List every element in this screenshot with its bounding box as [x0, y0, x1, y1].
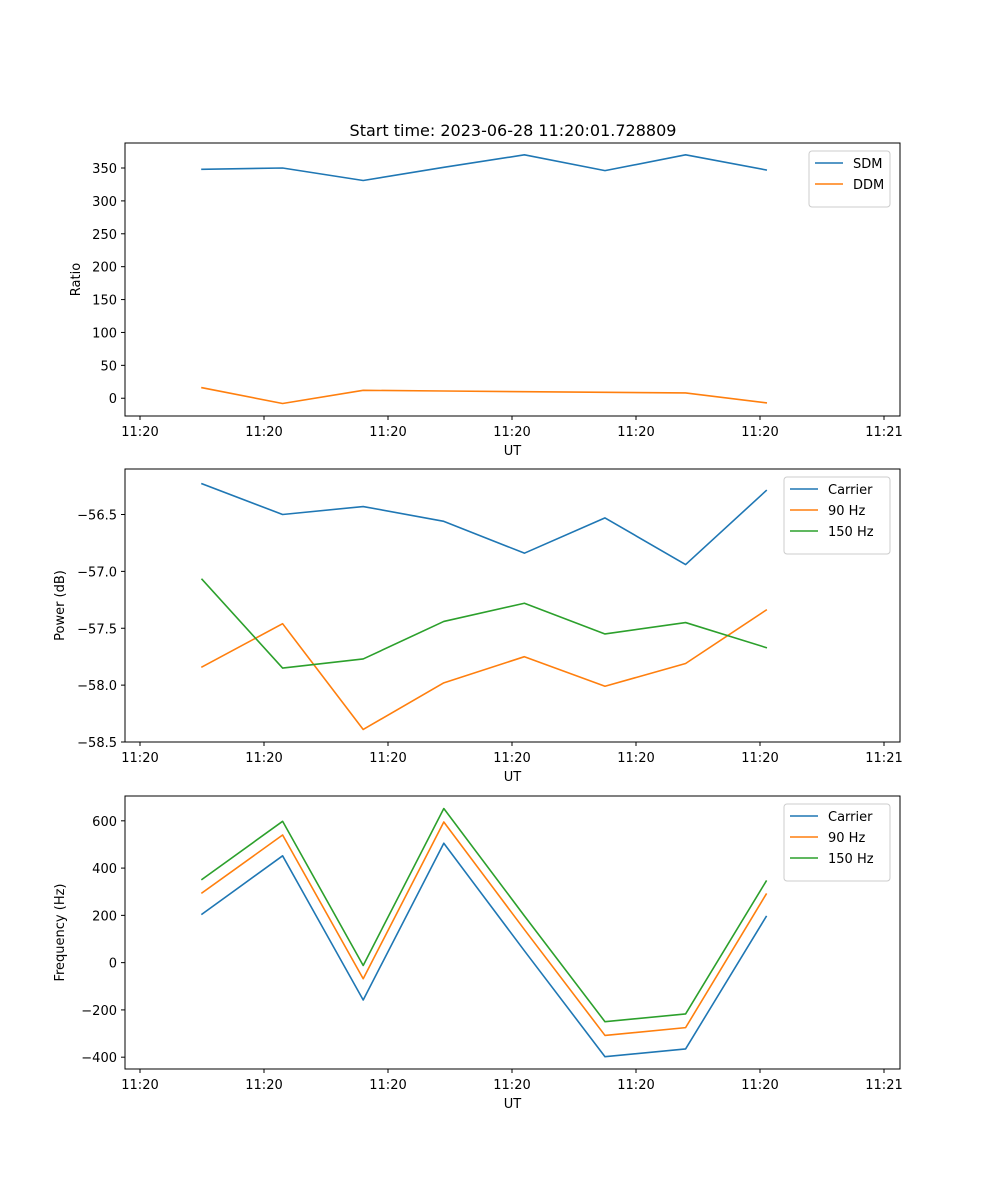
power-x-tick-label: 11:20 — [369, 751, 406, 766]
power-series-90-hz-line — [200, 608, 768, 731]
power-y-tick-label: −58.0 — [77, 679, 117, 694]
ratio-x-tick-label: 11:21 — [865, 425, 902, 440]
ratio-y-tick-label: 200 — [92, 261, 117, 276]
frequency-x-tick-label: 11:20 — [369, 1078, 406, 1093]
frequency-legend — [783, 803, 891, 882]
ratio-legend — [808, 150, 891, 208]
frequency-series-150-hz-line — [200, 807, 768, 1023]
frequency-y-tick-label: −400 — [81, 1051, 117, 1066]
ratio-y-tick-label: 300 — [92, 195, 117, 210]
frequency-x-axis-label: UT — [504, 1097, 522, 1112]
ratio-y-tick-label: 150 — [92, 294, 117, 309]
power-legend-label: 150 Hz — [828, 525, 874, 540]
power-x-tick-label: 11:20 — [617, 751, 654, 766]
frequency-x-tick-label: 11:20 — [245, 1078, 282, 1093]
ratio-x-axis-label: UT — [504, 444, 522, 459]
ratio-x-tick-label: 11:20 — [741, 425, 778, 440]
power-y-tick-label: −58.5 — [77, 736, 117, 751]
power-y-tick-label: −57.0 — [77, 565, 117, 580]
ratio-y-tick-label: 350 — [92, 162, 117, 177]
power-y-axis-label: Power (dB) — [53, 570, 68, 641]
power-legend-label: 90 Hz — [828, 504, 865, 519]
power-x-tick-label: 11:20 — [741, 751, 778, 766]
frequency-y-tick-label: 600 — [92, 815, 117, 830]
frequency-x-tick-label: 11:21 — [865, 1078, 902, 1093]
power-y-tick-label: −57.5 — [77, 622, 117, 637]
ratio-x-tick-label: 11:20 — [369, 425, 406, 440]
power-series-150-hz-line — [200, 578, 768, 669]
frequency-y-tick-label: 400 — [92, 862, 117, 877]
power-series-carrier-line — [200, 482, 768, 566]
power-x-tick-label: 11:20 — [121, 751, 158, 766]
ratio-legend-label: SDM — [853, 157, 882, 172]
power-x-tick-label: 11:20 — [245, 751, 282, 766]
frequency-y-tick-label: 200 — [92, 909, 117, 924]
ratio-series-ddm-line — [201, 386, 768, 405]
frequency-legend-label: 150 Hz — [828, 852, 874, 867]
ratio-series-sdm-line — [201, 154, 768, 182]
ratio-x-tick-label: 11:20 — [493, 425, 530, 440]
frequency-series-carrier-line — [200, 842, 768, 1058]
ratio-x-tick-label: 11:20 — [121, 425, 158, 440]
power-legend-label: Carrier — [828, 483, 873, 498]
frequency-x-tick-label: 11:20 — [493, 1078, 530, 1093]
frequency-y-tick-label: 0 — [109, 957, 117, 972]
frequency-y-axis-label: Frequency (Hz) — [53, 883, 68, 981]
power-y-tick-label: −56.5 — [77, 509, 117, 524]
ratio-y-tick-label: 250 — [92, 228, 117, 243]
figure-title: Start time: 2023-06-28 11:20:01.728809 — [350, 121, 677, 140]
ratio-y-tick-label: 50 — [100, 359, 117, 374]
ratio-x-tick-label: 11:20 — [245, 425, 282, 440]
frequency-x-tick-label: 11:20 — [121, 1078, 158, 1093]
ratio-panel: 11:20 11:20 11:20 11:20 11:20 11:20 11:21 0 50 10… — [69, 142, 903, 459]
ratio-axes-frame — [124, 142, 901, 417]
ratio-y-tick-label: 0 — [109, 392, 117, 407]
power-x-axis-label: UT — [504, 770, 522, 785]
frequency-panel: 11:20 11:20 11:20 11:20 11:20 11:20 11:21 −400 −… — [53, 795, 903, 1112]
power-panel: 11:20 11:20 11:20 11:20 11:20 11:20 11:21 −58.5… — [53, 468, 903, 785]
power-legend — [783, 476, 891, 555]
frequency-x-tick-label: 11:20 — [741, 1078, 778, 1093]
frequency-y-tick-label: −200 — [81, 1004, 117, 1019]
power-x-tick-label: 11:20 — [493, 751, 530, 766]
ratio-y-tick-label: 100 — [92, 326, 117, 341]
frequency-x-tick-label: 11:20 — [617, 1078, 654, 1093]
ratio-x-tick-label: 11:20 — [617, 425, 654, 440]
frequency-series-90-hz-line — [200, 821, 768, 1037]
frequency-legend-label: 90 Hz — [828, 831, 865, 846]
power-x-tick-label: 11:21 — [865, 751, 902, 766]
ratio-y-axis-label: Ratio — [69, 263, 84, 296]
frequency-legend-label: Carrier — [828, 810, 873, 825]
ratio-legend-label: DDM — [853, 178, 884, 193]
